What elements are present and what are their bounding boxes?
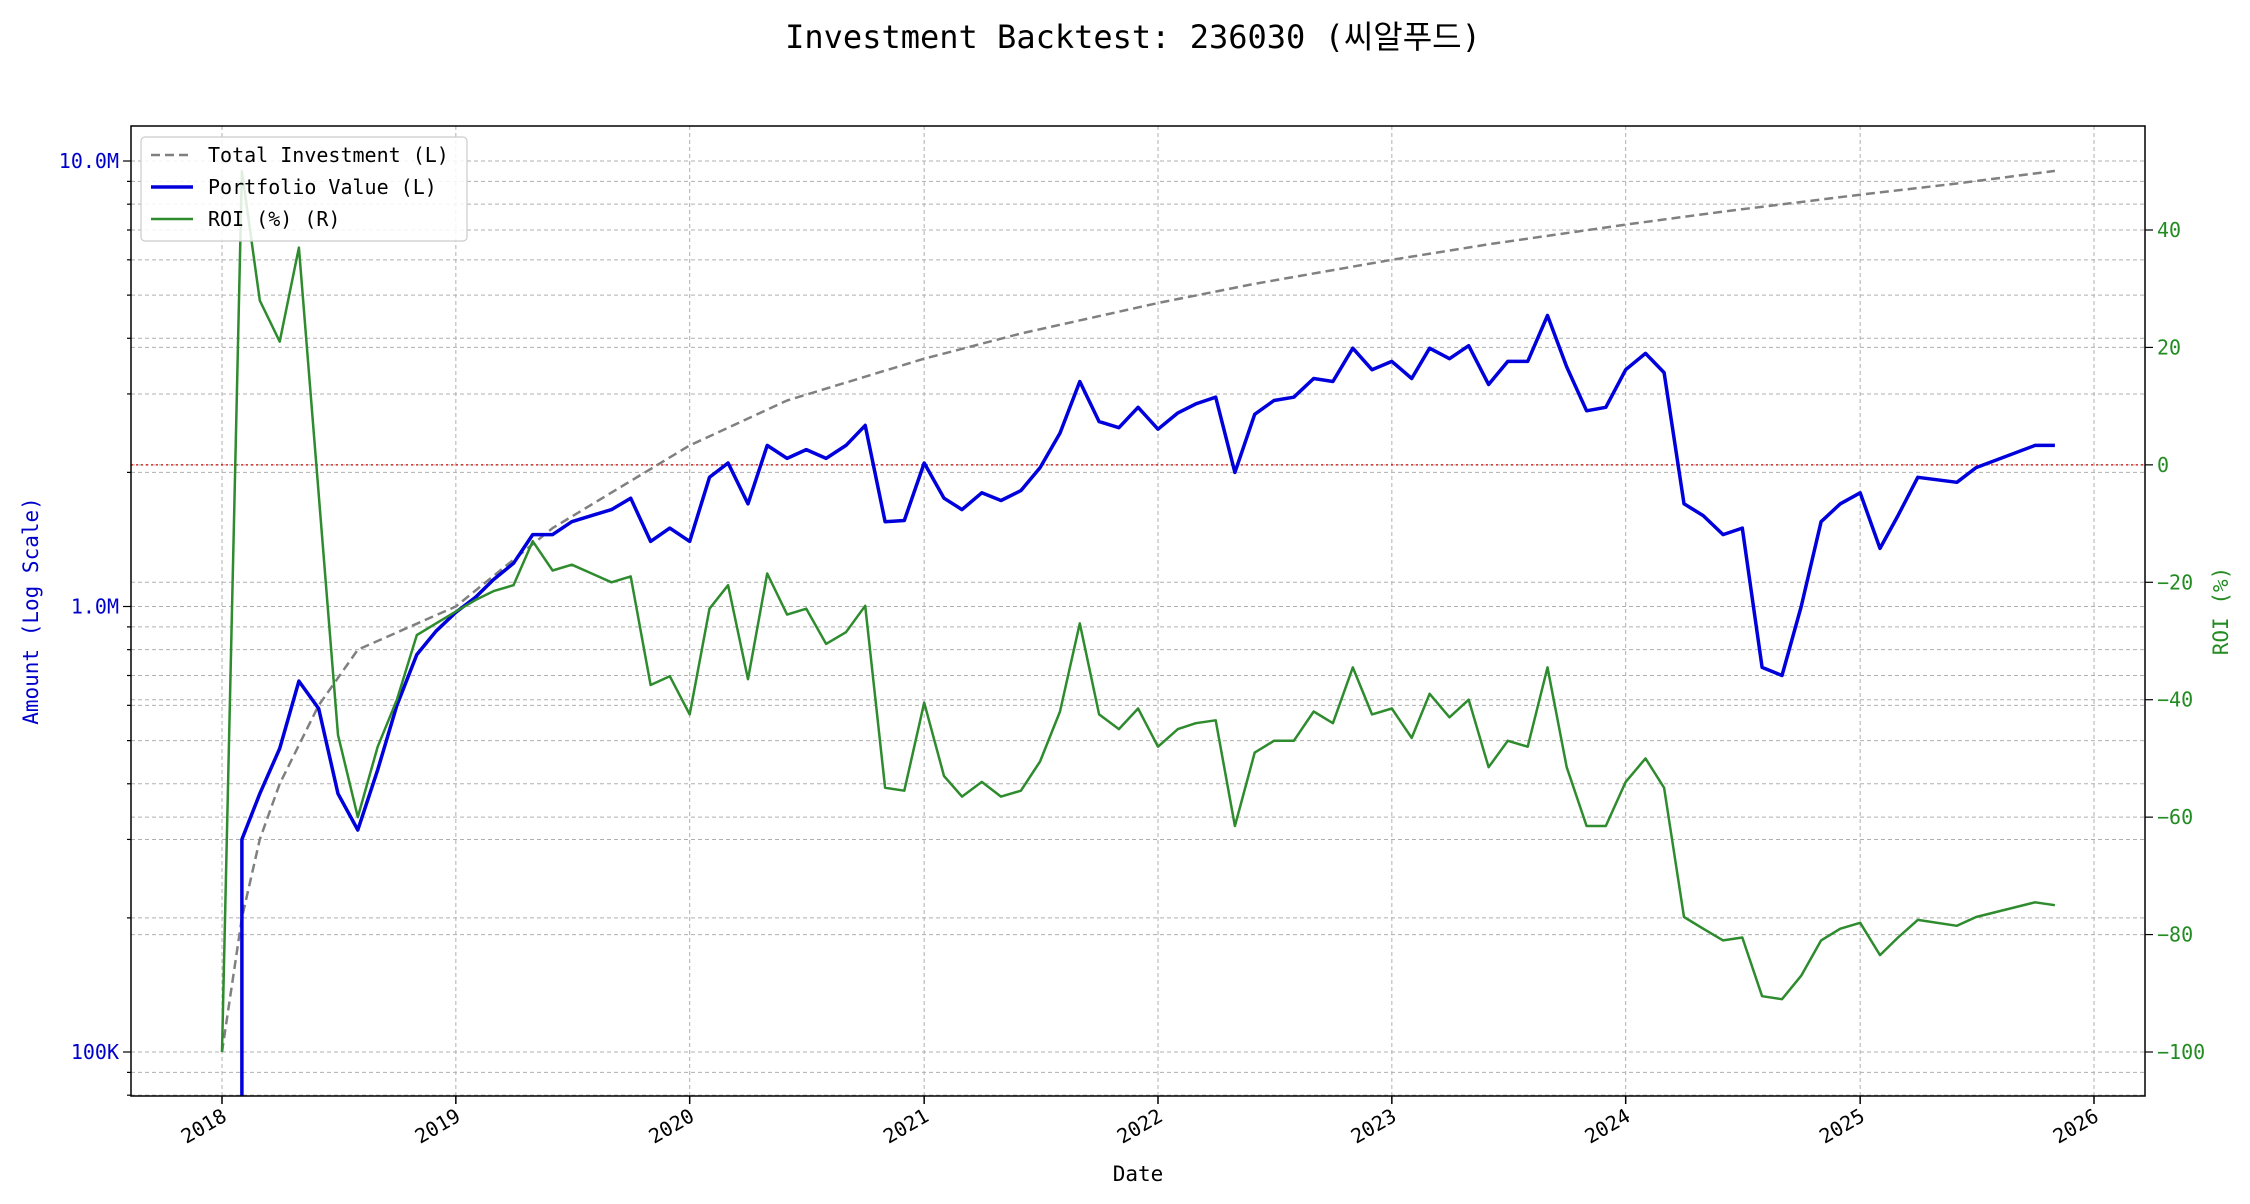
total-investment-line [220,169,2056,1053]
portfolio-value-line [240,313,2055,1096]
y-right-tick-label: −100 [2157,1040,2205,1064]
y-left-tick-label: 10.0M [59,149,119,173]
y-left-tick-label: 100K [71,1040,119,1064]
y-right-tick-label: −40 [2157,688,2193,712]
y-left-tick-label: 1.0M [71,595,119,619]
legend-entry-label: Total Investment (L) [208,143,449,167]
y-right-tick-label: 20 [2157,335,2181,359]
roi-line [220,170,2056,1053]
y-right-tick-label: 0 [2157,453,2169,477]
legend-entry-label: Portfolio Value (L) [208,175,437,199]
plot-frame [130,125,2146,1097]
legend-box [140,136,468,242]
legend-entry-label: ROI (%) (R) [208,207,340,231]
y-right-tick-label: −60 [2157,805,2193,829]
y-right-tick-label: −20 [2157,570,2193,594]
y-axis-right-label: ROI (%) [2209,567,2233,656]
y-right-tick-label: −80 [2157,923,2193,947]
series-lines [131,169,2145,1096]
chart-title: Investment Backtest: 236030 (씨알푸드) [785,18,1481,56]
legend: Total Investment (L) Portfolio Value (L) R… [140,136,468,242]
y-right-tick-label: 40 [2157,218,2181,242]
x-axis-label: Date [1113,1162,1164,1186]
y-axis-left-label: Amount (Log Scale) [19,497,43,725]
